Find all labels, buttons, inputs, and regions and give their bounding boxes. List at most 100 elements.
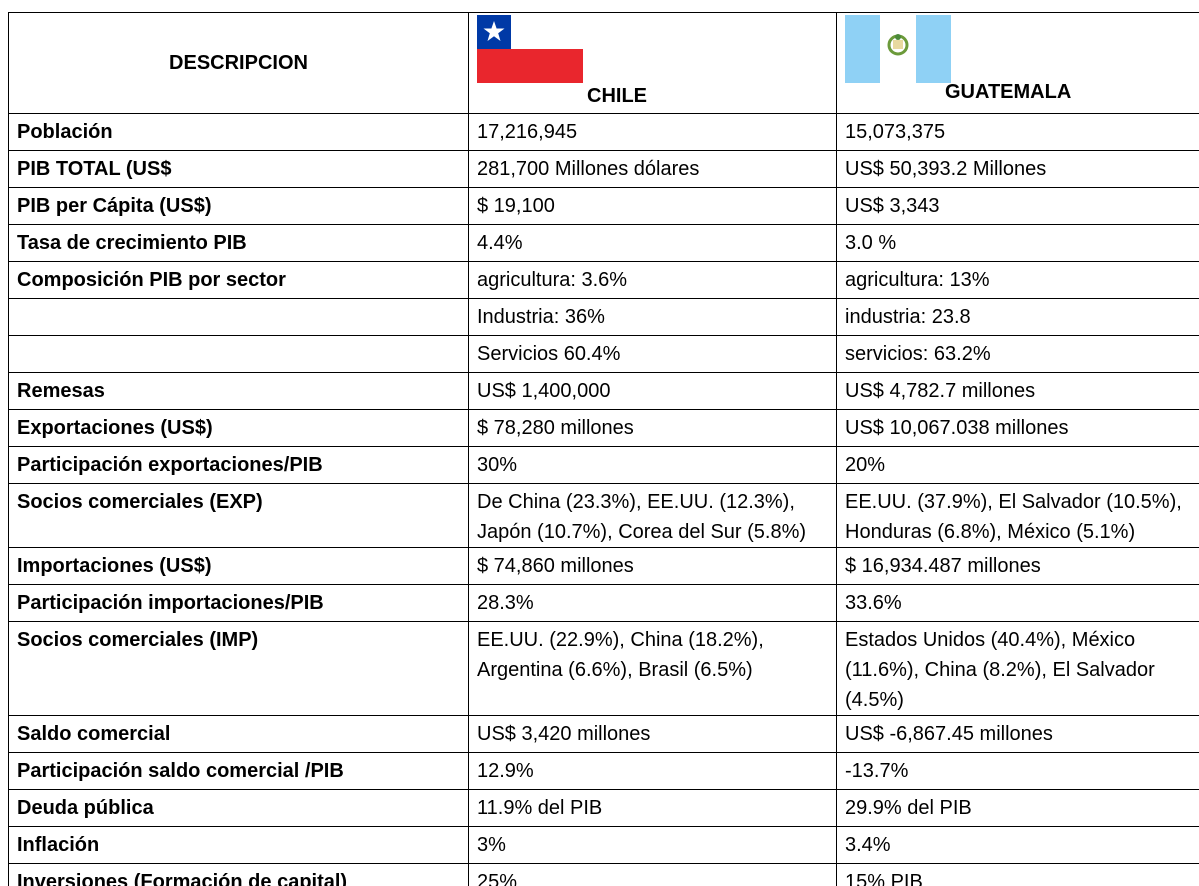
table-row: Composición PIB por sector agricultura: 3… [8, 261, 1199, 299]
table-cell: 15% PIB [836, 863, 1199, 886]
row-label: Inflación [17, 834, 100, 856]
table-row: Remesas US$ 1,400,000 US$ 4,782.7 millones [8, 372, 1199, 410]
cell-value: 281,700 Millones dólares [477, 158, 700, 180]
table-cell: Inversiones (Formación de capital) [8, 863, 469, 886]
cell-value: -13.7% [845, 760, 909, 782]
cell-value: 28.3% [477, 592, 534, 614]
cell-value: US$ 50,393.2 Millones [845, 158, 1047, 180]
row-label: PIB TOTAL (US$ [17, 158, 172, 180]
cell-value: 11.9% del PIB [477, 797, 603, 819]
table-cell: 15,073,375 [836, 113, 1199, 151]
table-cell: industria: 23.8 [836, 298, 1199, 336]
table-cell: PIB per Cápita (US$) [8, 187, 469, 225]
cell-value: $ 78,280 millones [477, 417, 634, 439]
cell-value: servicios: 63.2% [845, 343, 991, 365]
table-row: Saldo comercial US$ 3,420 millones US$ -6,… [8, 715, 1199, 753]
table-cell: Socios comerciales (EXP) [8, 483, 469, 548]
cell-value: $ 74,860 millones [477, 555, 634, 577]
table-row: Participación saldo comercial /PIB 12.9% -… [8, 752, 1199, 790]
table-cell: 3.4% [836, 826, 1199, 864]
cell-value: 25% [477, 871, 518, 886]
header-cell: CHILE [468, 12, 837, 114]
row-label: Socios comerciales (IMP) [17, 629, 259, 651]
row-label: PIB per Cápita (US$) [17, 195, 212, 217]
table-row: Industria: 36% industria: 23.8 [8, 298, 1199, 336]
header-text: DESCRIPCION [169, 52, 308, 74]
cell-value: 20% [845, 454, 886, 476]
flag-guatemala [845, 15, 951, 83]
table-cell: 281,700 Millones dólares [468, 150, 837, 188]
table-cell: Deuda pública [8, 789, 469, 827]
table-row: Importaciones (US$) $ 74,860 millones $ 16… [8, 547, 1199, 585]
table-cell [8, 335, 469, 373]
header-row: DESCRIPCION CHILE [8, 12, 1199, 114]
row-label: Socios comerciales (EXP) [17, 491, 263, 513]
table-cell: EE.UU. (22.9%), China (18.2%), Argentina… [468, 621, 837, 716]
row-label: Composición PIB por sector [17, 269, 286, 291]
cell-value: $ 16,934.487 millones [845, 555, 1041, 577]
table-cell: 33.6% [836, 584, 1199, 622]
cell-value: 4.4% [477, 232, 523, 254]
table-cell: 29.9% del PIB [836, 789, 1199, 827]
cell-value: US$ 10,067.038 millones [845, 417, 1069, 439]
row-label: Deuda pública [17, 797, 154, 819]
cell-value: Industria: 36% [477, 306, 605, 328]
table-row: Inversiones (Formación de capital) 25% 15%… [8, 863, 1199, 886]
cell-value: Estados Unidos (40.4%), México (11.6%), … [845, 629, 1155, 711]
table-cell: 3.0 % [836, 224, 1199, 262]
row-label: Exportaciones (US$) [17, 417, 213, 439]
cell-value: US$ -6,867.45 millones [845, 723, 1053, 745]
table-cell: US$ 3,343 [836, 187, 1199, 225]
cell-value: US$ 3,420 millones [477, 723, 651, 745]
cell-value: agricultura: 3.6% [477, 269, 628, 291]
table-cell: US$ 50,393.2 Millones [836, 150, 1199, 188]
table-row: Población 17,216,945 15,073,375 [8, 113, 1199, 151]
table-cell: Participación importaciones/PIB [8, 584, 469, 622]
table-cell: Inflación [8, 826, 469, 864]
table-cell: Exportaciones (US$) [8, 409, 469, 447]
table-cell: US$ -6,867.45 millones [836, 715, 1199, 753]
cell-value: EE.UU. (37.9%), El Salvador (10.5%), Hon… [845, 491, 1182, 543]
table-cell: -13.7% [836, 752, 1199, 790]
table-cell: 20% [836, 446, 1199, 484]
cell-value: US$ 3,343 [845, 195, 940, 217]
table-cell: Remesas [8, 372, 469, 410]
table-cell: Saldo comercial [8, 715, 469, 753]
cell-value: $ 19,100 [477, 195, 555, 217]
table-cell: Población [8, 113, 469, 151]
table-cell: Servicios 60.4% [468, 335, 837, 373]
cell-value: 17,216,945 [477, 121, 578, 143]
cell-value: agricultura: 13% [845, 269, 990, 291]
table-cell: Estados Unidos (40.4%), México (11.6%), … [836, 621, 1199, 716]
table-row: Tasa de crecimiento PIB 4.4% 3.0 % [8, 224, 1199, 262]
header-cell: DESCRIPCION [8, 12, 469, 114]
table-cell: agricultura: 13% [836, 261, 1199, 299]
table-cell: EE.UU. (37.9%), El Salvador (10.5%), Hon… [836, 483, 1199, 548]
table-row: Servicios 60.4% servicios: 63.2% [8, 335, 1199, 373]
table-cell: US$ 1,400,000 [468, 372, 837, 410]
table-cell: servicios: 63.2% [836, 335, 1199, 373]
table-cell: Socios comerciales (IMP) [8, 621, 469, 716]
comparison-table: DESCRIPCION CHILE [8, 12, 1199, 886]
cell-value: industria: 23.8 [845, 306, 971, 328]
cell-value: US$ 4,782.7 millones [845, 380, 1036, 402]
row-label: Importaciones (US$) [17, 555, 212, 577]
table-cell: 3% [468, 826, 837, 864]
table-cell: 4.4% [468, 224, 837, 262]
cell-value: Servicios 60.4% [477, 343, 621, 365]
table-cell: US$ 10,067.038 millones [836, 409, 1199, 447]
table-cell: Composición PIB por sector [8, 261, 469, 299]
row-label: Saldo comercial [17, 723, 171, 745]
table-row: Inflación 3% 3.4% [8, 826, 1199, 864]
header-text: CHILE [587, 85, 647, 107]
cell-value: EE.UU. (22.9%), China (18.2%), Argentina… [477, 629, 764, 681]
cell-value: 15,073,375 [845, 121, 946, 143]
table-cell: Tasa de crecimiento PIB [8, 224, 469, 262]
cell-value: De China (23.3%), EE.UU. (12.3%), Japón … [477, 491, 807, 543]
table-row: Socios comerciales (IMP) EE.UU. (22.9%), … [8, 621, 1199, 716]
flag-chile [477, 15, 583, 83]
row-label: Participación importaciones/PIB [17, 592, 324, 614]
table-cell: US$ 3,420 millones [468, 715, 837, 753]
table-cell: De China (23.3%), EE.UU. (12.3%), Japón … [468, 483, 837, 548]
